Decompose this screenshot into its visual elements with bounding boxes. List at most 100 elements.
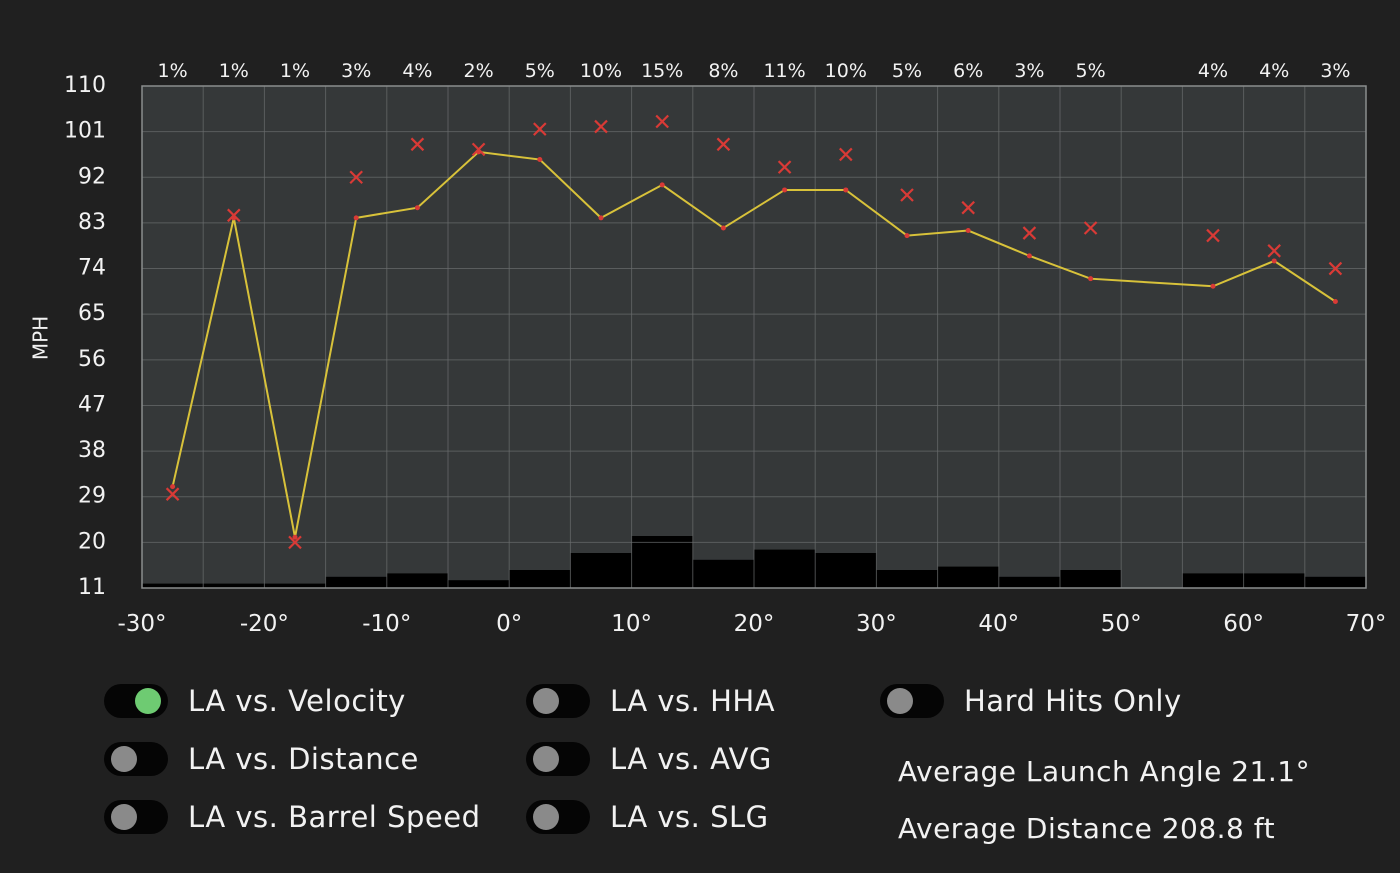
toggle-hard-hits-only[interactable]: Hard Hits Only [880,684,1182,718]
toggle-label: LA vs. SLG [610,800,769,834]
line-point [904,233,910,239]
toggle-knob [111,804,137,830]
toggle-knob [533,804,559,830]
y-tick-label: 38 [78,438,106,463]
toggle-label: LA vs. HHA [610,684,776,718]
line-point [292,534,298,540]
x-tick-label: 10° [611,611,652,637]
bin-percent-label: 15% [641,60,683,82]
x-marker-stroke [349,170,363,185]
y-tick-label: 29 [78,484,106,509]
line-point [965,228,971,234]
bin-percent-label: 4% [1259,60,1289,82]
x-marker [594,119,608,134]
toggle-la-vs-slg[interactable]: LA vs. SLG [526,800,769,834]
toggle-la-vs-avg[interactable]: LA vs. AVG [526,742,772,776]
toggle-la-vs-distance[interactable]: LA vs. Distance [104,742,419,776]
x-marker-stroke [533,122,547,136]
line-point [1088,276,1094,282]
x-marker [961,200,975,215]
histogram-bar [203,583,265,588]
toggle-switch[interactable] [104,684,168,718]
y-tick-label: 11 [78,575,106,600]
toggle-switch[interactable] [526,800,590,834]
x-tick-label: -20° [240,611,289,637]
x-marker [533,122,547,136]
line-point [720,225,726,231]
x-marker [227,208,241,223]
toggle-switch[interactable] [104,800,168,834]
histogram-bar [264,583,326,588]
x-marker [471,142,486,157]
line-point [1271,258,1277,264]
toggle-switch[interactable] [880,684,944,718]
bin-percent-label: 3% [1320,60,1350,82]
x-marker-stroke [1083,221,1098,235]
histogram-bar [386,573,448,588]
toggle-label: LA vs. AVG [610,742,772,776]
x-tick-label: -10° [362,611,411,637]
y-tick-label: 20 [78,529,106,554]
x-tick-label: 20° [734,611,775,637]
toggle-la-vs-velocity[interactable]: LA vs. Velocity [104,684,406,718]
bin-percent-label: 3% [1014,60,1044,82]
bin-percent-label: 5% [1076,60,1106,82]
toggle-switch[interactable] [526,742,590,776]
line-point [414,205,420,211]
x-marker-stroke [1328,261,1343,276]
x-marker-stroke [655,114,669,129]
x-marker-stroke [839,147,853,162]
toggle-la-vs-hha[interactable]: LA vs. HHA [526,684,775,718]
line-point [843,187,849,193]
x-marker [1328,261,1343,276]
bin-percent-label: 3% [341,60,371,82]
toggle-label: LA vs. Velocity [188,684,406,718]
histogram-bar [1182,573,1244,588]
bin-percent-label: 5% [892,60,922,82]
toggle-label: LA vs. Distance [188,742,419,776]
y-tick-label: 110 [64,73,106,98]
x-marker-stroke [288,535,302,550]
x-tick-label: 60° [1223,611,1264,637]
x-marker-stroke [594,119,608,134]
toggle-la-vs-barrel-speed[interactable]: LA vs. Barrel Speed [104,800,480,834]
y-tick-label: 74 [78,256,106,281]
x-marker [777,160,792,174]
x-marker [288,535,302,550]
bin-percent-label: 1% [158,60,188,82]
line-point [537,157,543,163]
x-tick-label: 70° [1346,611,1387,637]
x-marker-stroke [961,200,975,215]
x-marker [716,137,731,152]
toggle-switch[interactable] [104,742,168,776]
toggle-knob [135,688,161,714]
x-marker [655,114,669,129]
line-point [353,215,359,221]
x-marker-stroke [716,137,731,152]
x-marker [410,137,425,152]
line-point [1332,299,1338,305]
histogram-bar [570,553,632,588]
bin-percent-label: 1% [219,60,249,82]
x-marker [1267,244,1281,258]
x-marker [839,147,853,162]
x-marker [1206,228,1220,243]
x-marker-stroke [777,160,792,174]
histogram-bar [937,566,999,588]
line-point [598,215,604,221]
toggle-knob [533,688,559,714]
average-distance: Average Distance 208.8 ft [898,812,1276,845]
toggle-switch[interactable] [526,684,590,718]
x-marker-stroke [471,142,486,157]
line-point [659,182,665,188]
histogram-bar [692,559,754,588]
y-tick-label: 65 [78,301,106,326]
toggle-knob [533,746,559,772]
x-marker [1022,226,1037,240]
toggle-knob [887,688,913,714]
histogram-bar [142,583,204,588]
x-marker-stroke [1206,228,1220,243]
y-tick-label: 83 [78,210,106,235]
x-tick-label: 40° [978,611,1019,637]
toggle-label: LA vs. Barrel Speed [188,800,481,834]
